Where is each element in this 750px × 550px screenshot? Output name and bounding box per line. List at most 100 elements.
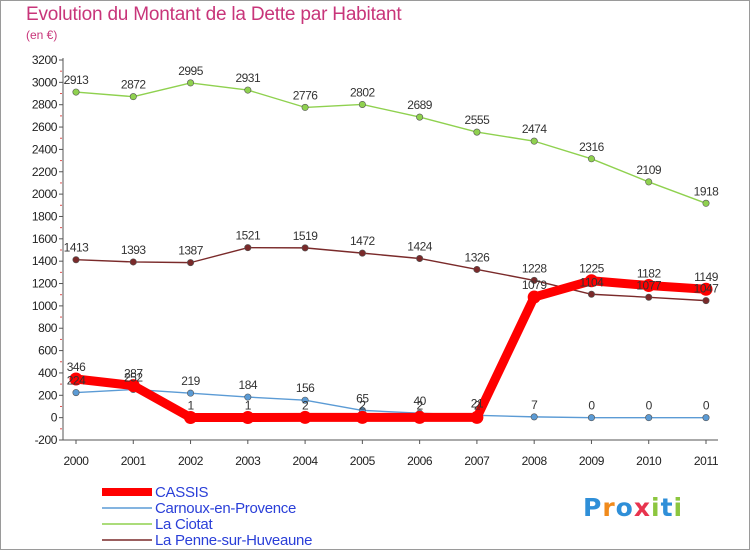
data-label: 2689 <box>407 98 433 112</box>
data-label: 2555 <box>465 113 491 127</box>
chart-unit-label: (en €) <box>26 28 58 42</box>
data-label: 1182 <box>637 267 662 281</box>
data-label: 2995 <box>178 64 204 78</box>
data-label: 2931 <box>235 71 261 85</box>
data-point <box>72 256 80 264</box>
x-tick-label: 2002 <box>178 454 204 468</box>
data-label: 2802 <box>350 85 376 99</box>
data-point <box>355 410 369 424</box>
data-label: 1079 <box>522 278 548 292</box>
data-label: 1149 <box>694 270 719 284</box>
data-point <box>702 414 710 422</box>
data-label: 1077 <box>636 278 662 292</box>
series-la-ciotat <box>72 79 710 207</box>
data-label: 1047 <box>694 282 720 296</box>
y-tick-label: 1400 <box>32 254 58 268</box>
data-label: 1228 <box>522 261 548 275</box>
data-label: 2 <box>359 398 366 412</box>
data-label: 224 <box>67 374 86 388</box>
data-point <box>527 290 541 304</box>
data-point <box>358 100 366 108</box>
y-tick-label: 1000 <box>32 299 58 313</box>
data-point <box>301 244 309 252</box>
data-point <box>587 290 595 298</box>
x-tick-label: 2006 <box>407 454 433 468</box>
series-line <box>75 82 707 204</box>
x-tick-label: 2005 <box>350 454 376 468</box>
data-label: 7 <box>531 398 538 412</box>
legend-label: La Ciotat <box>155 516 213 533</box>
data-label: 2913 <box>64 73 90 87</box>
data-label: 0 <box>646 399 653 413</box>
data-label: 1225 <box>579 262 605 276</box>
legend-label: Carnoux-en-Provence <box>155 500 296 517</box>
y-tick-label: 2600 <box>32 120 58 134</box>
data-label: 1104 <box>580 275 605 289</box>
data-point <box>530 137 538 145</box>
data-label: 287 <box>124 367 143 381</box>
data-point <box>645 293 653 301</box>
data-point <box>187 259 195 267</box>
data-label: 219 <box>181 374 200 388</box>
data-label: 2474 <box>522 122 548 136</box>
x-tick-label: 2010 <box>636 454 662 468</box>
data-point <box>244 244 252 252</box>
data-label: 1521 <box>235 229 261 243</box>
data-point <box>298 410 312 424</box>
data-point <box>129 93 137 101</box>
series-line <box>75 388 707 419</box>
y-tick-label: 3000 <box>32 75 58 89</box>
proxiti-logo: Proxiti <box>583 493 683 522</box>
legend-label: CASSIS <box>155 484 209 501</box>
data-label: 1472 <box>350 234 376 248</box>
y-tick-label: 2200 <box>32 165 58 179</box>
data-label: 1 <box>187 399 194 413</box>
data-label: 1424 <box>407 239 433 253</box>
y-tick-label: 2000 <box>32 187 58 201</box>
y-tick-label: 1800 <box>32 209 58 223</box>
x-tick-label: 2008 <box>522 454 548 468</box>
data-label: 2109 <box>636 163 662 177</box>
data-point <box>530 276 538 284</box>
data-point <box>72 88 80 96</box>
data-point <box>358 249 366 257</box>
data-label: 252 <box>124 370 143 384</box>
y-tick-label: -200 <box>35 433 58 447</box>
series-line <box>71 276 711 423</box>
data-label: 40 <box>413 394 426 408</box>
data-label: 1918 <box>694 184 720 198</box>
data-point <box>72 389 80 397</box>
data-point <box>584 274 598 288</box>
x-tick-label: 2011 <box>694 454 719 468</box>
y-tick-label: 2400 <box>32 142 58 156</box>
data-label: 65 <box>356 391 369 405</box>
series-cassis <box>69 274 713 425</box>
data-point <box>473 265 481 273</box>
data-label: 1413 <box>64 241 90 255</box>
data-label: 2316 <box>579 140 605 154</box>
data-point <box>645 178 653 186</box>
data-point <box>416 254 424 262</box>
x-tick-label: 2003 <box>235 454 261 468</box>
data-label: 21 <box>471 396 484 410</box>
data-point <box>702 199 710 207</box>
data-label: 0 <box>588 399 595 413</box>
y-tick-label: 600 <box>38 344 58 358</box>
data-label: 346 <box>67 360 86 374</box>
data-label: 1393 <box>121 243 147 257</box>
x-tick-label: 2001 <box>121 454 147 468</box>
data-label: 1519 <box>293 229 319 243</box>
x-tick-label: 2007 <box>464 454 490 468</box>
data-label: 1326 <box>465 250 491 264</box>
data-point <box>69 372 83 386</box>
y-tick-label: 1600 <box>32 232 58 246</box>
data-point <box>187 389 195 397</box>
x-tick-label: 2009 <box>579 454 605 468</box>
data-point <box>244 393 252 401</box>
data-point <box>470 410 484 424</box>
y-tick-label: 3200 <box>32 53 58 67</box>
data-point <box>699 282 713 296</box>
data-point <box>187 79 195 87</box>
